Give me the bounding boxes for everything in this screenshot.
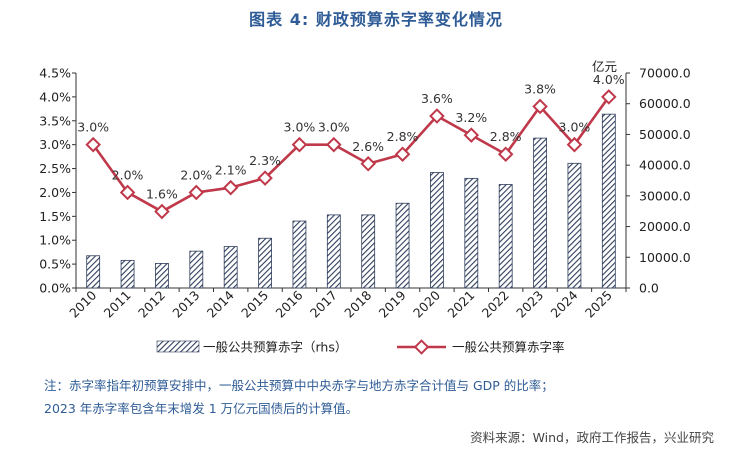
bar [464,177,479,289]
x-tick-label: 2011 [101,288,134,321]
x-tick-label: 2020 [410,287,443,320]
rate-data-label: 3.2% [455,110,487,125]
bar [361,214,376,289]
bar [601,113,616,289]
rate-data-label: 3.8% [524,81,556,96]
rate-marker [119,184,136,201]
left-tick-label: 0.5% [39,257,71,272]
legend-bar-swatch [156,340,200,353]
rate-marker [326,136,342,153]
x-tick-label: 2018 [341,287,374,320]
x-tick-label: 2019 [376,287,409,320]
bar [395,202,410,289]
source-text: 资料来源：Wind，政府工作报告，兴业研究 [470,430,714,445]
rate-marker [463,127,480,143]
left-tick-label: 3.0% [39,137,71,152]
rate-data-label: 4.0% [593,72,625,87]
rate-data-label: 2.0% [112,167,144,182]
chart-title: 图表 4: 财政预算赤字率变化情况 [249,10,503,29]
rate-data-label: 2.6% [352,139,384,154]
rate-marker [85,136,101,153]
right-tick-label: 70000.0 [639,66,691,81]
footnote-line-1: 注：赤字率指年初预算安排中，一般公共预算中中央赤字与地方赤字合计值与 GDP 的… [44,378,554,393]
left-tick-label: 1.0% [39,233,71,248]
right-tick-label: 50000.0 [639,127,691,142]
rate-marker [188,184,205,201]
bar [86,255,101,289]
bar [430,172,444,289]
legend-line-label: 一般公共预算赤字率 [452,340,565,355]
x-tick-label: 2025 [582,288,615,321]
left-tick-label: 0.0% [39,281,71,296]
rate-marker [532,98,548,115]
rate-marker [222,179,239,196]
rate-data-label: 3.0% [284,120,316,135]
rate-data-label: 3.0% [318,120,350,135]
legend-bar-label: 一般公共预算赤字（rhs） [203,340,347,355]
rate-data-label: 2.0% [180,167,212,182]
rate-data-label: 3.0% [77,120,109,135]
left-tick-label: 4.0% [39,89,71,104]
right-tick-label: 20000.0 [639,219,691,234]
rate-data-label: 1.6% [146,187,178,202]
left-tick-label: 2.0% [39,185,71,200]
rate-data-label: 2.3% [249,153,281,168]
left-tick-label: 4.5% [39,66,71,81]
bar [292,220,307,289]
x-tick-label: 2017 [307,288,340,321]
rate-marker [394,146,411,163]
footnote-line-2: 2023 年赤字率包含年末增发 1 万亿元国债后的计算值。 [44,401,359,416]
x-tick-label: 2015 [238,288,271,321]
left-tick-label: 2.5% [39,161,71,176]
x-tick-label: 2021 [444,288,477,321]
rate-marker [601,89,617,105]
rate-data-label: 3.6% [421,91,453,106]
x-tick-label: 2022 [479,288,512,321]
right-axis-unit: 亿元 [592,59,617,74]
right-tick-label: 10000.0 [639,250,691,265]
bar [326,214,341,289]
x-tick-label: 2024 [547,287,580,320]
rate-marker [429,108,445,124]
x-tick-label: 2013 [169,288,202,321]
right-tick-label: 40000.0 [639,158,691,173]
rate-marker [154,203,170,220]
bar [155,263,169,289]
rate-data-label: 2.8% [387,129,419,144]
bar [533,137,547,289]
rate-marker [566,136,583,153]
rate-marker [291,136,308,153]
x-tick-label: 2010 [66,287,99,320]
right-tick-label: 30000.0 [639,188,691,203]
rate-data-label: 3.0% [559,120,591,135]
x-tick-label: 2014 [204,287,237,320]
rate-marker [360,155,376,172]
x-tick-label: 2023 [513,288,546,321]
rate-marker [497,146,514,163]
rate-marker [257,170,273,186]
x-tick-label: 2012 [135,288,168,321]
bar [120,259,135,289]
rate-data-label: 2.1% [215,163,247,178]
bar [258,237,272,289]
bar [567,162,582,289]
left-tick-label: 1.5% [39,209,71,224]
left-tick-label: 3.5% [39,113,71,128]
right-tick-label: 60000.0 [639,96,691,111]
rate-line [92,96,610,213]
bar [189,250,204,289]
bar [498,184,513,289]
right-tick-label: 0.0 [639,281,659,296]
bar [223,246,238,289]
legend-line-marker [413,339,430,355]
x-tick-label: 2016 [272,287,305,320]
rate-data-label: 2.8% [490,129,522,144]
